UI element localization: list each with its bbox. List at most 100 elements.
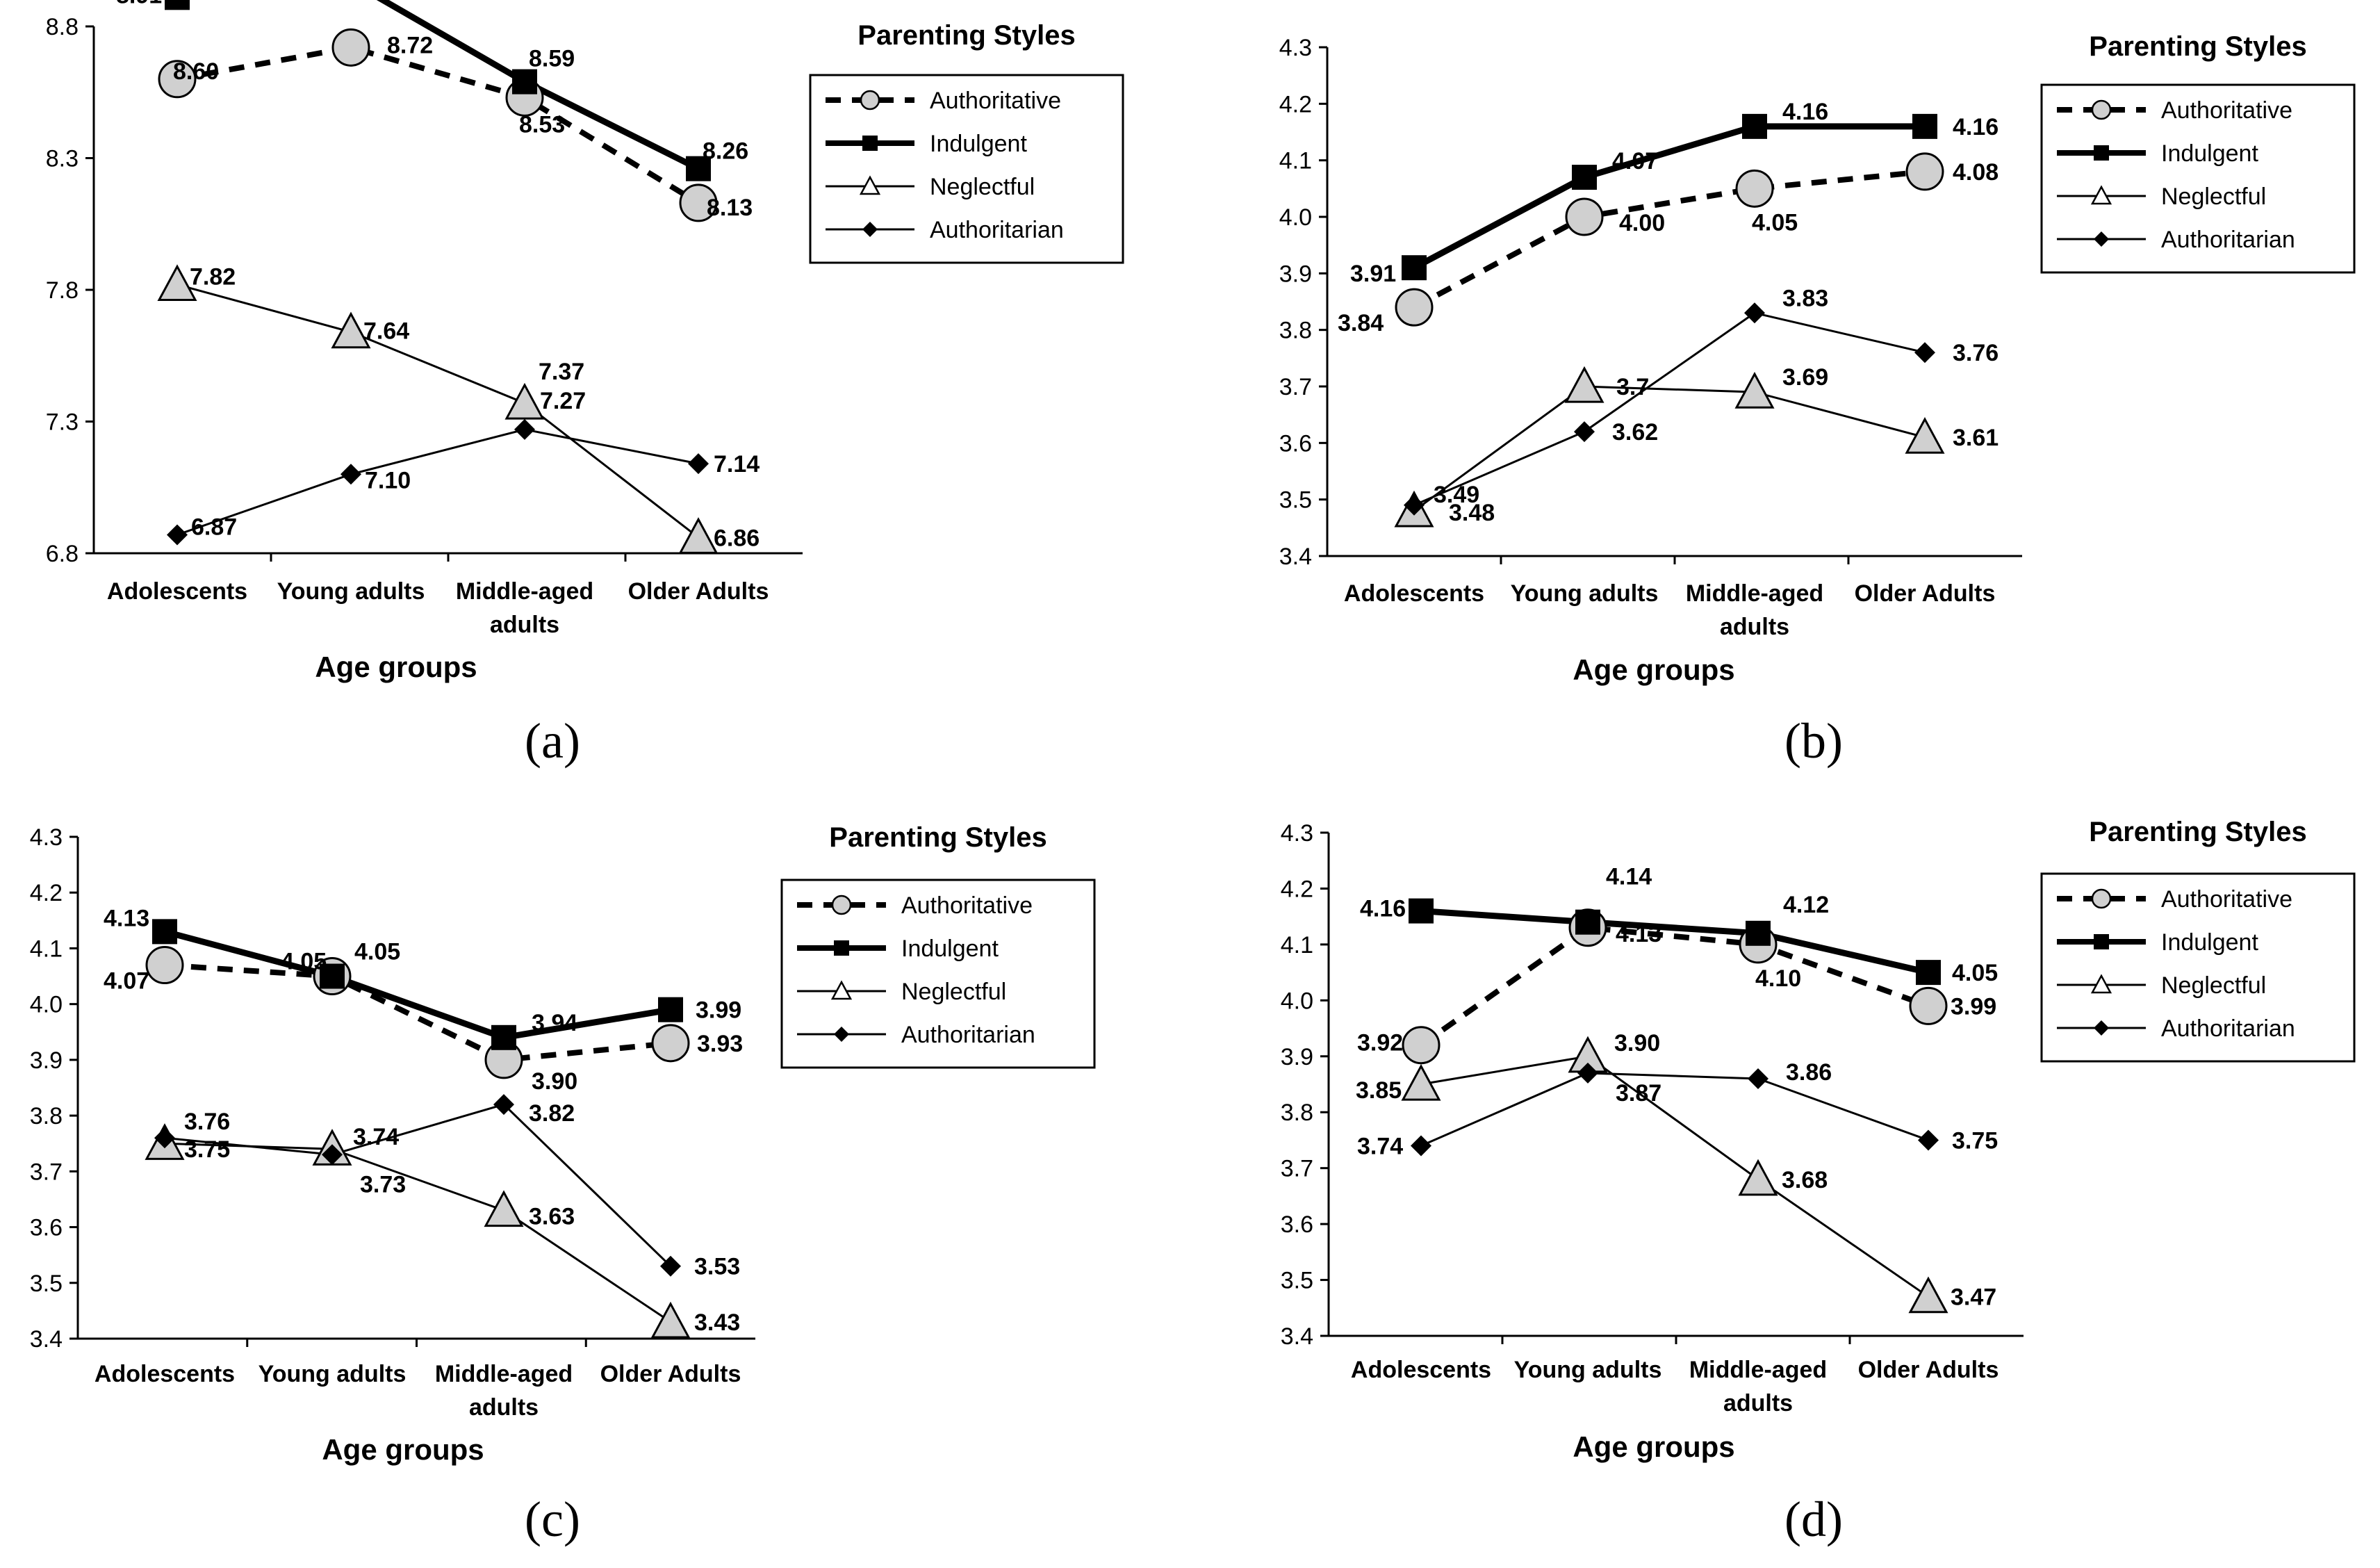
legend-indulgent-icon	[2094, 145, 2109, 161]
neglectful-data-label: 3.61	[1953, 425, 1999, 451]
indulgent-point	[1916, 960, 1941, 986]
legend-indulgent-label: Indulgent	[2161, 140, 2258, 167]
authoritarian-point	[154, 1127, 175, 1149]
indulgent-data-label: 4.14	[1606, 864, 1652, 890]
indulgent-point	[1912, 113, 1937, 139]
legend-title: Parenting Styles	[2089, 817, 2306, 847]
legend-neglectful-icon	[830, 980, 853, 1000]
indulgent-data-label: 4.16	[1953, 114, 1999, 140]
chart-panel-2: 3.4 3.5 3.6 3.7 3.8 3.9 4.0 4.1 4.2 4.3 Adolescent…	[1279, 31, 2356, 769]
authoritarian-point	[493, 1094, 514, 1116]
authoritarian-data-label: 3.74	[1357, 1133, 1403, 1159]
authoritarian-data-label: 3.62	[1612, 419, 1658, 446]
legend-authoritarian-icon	[834, 1027, 849, 1042]
authoritarian-line	[1413, 311, 1926, 507]
authoritative-point	[1735, 169, 1774, 208]
y-tick-label: 3.9	[30, 1047, 63, 1074]
y-tick-label: 4.0	[30, 992, 63, 1018]
indulgent-data-label: 3.99	[696, 997, 741, 1024]
authoritarian-line	[1420, 1072, 1929, 1147]
neglectful-data-label: 7.64	[363, 318, 409, 345]
neglectful-data-label: 3.7	[1616, 374, 1649, 400]
indulgent-point	[1409, 898, 1434, 924]
authoritarian-data-label: 7.14	[714, 451, 760, 477]
x-tick-label: Young adults	[258, 1361, 407, 1387]
x-tick-label: Middle-aged adults	[456, 578, 593, 638]
authoritarian-point	[1577, 1062, 1598, 1084]
legend-authoritative-label: Authoritative	[930, 88, 1061, 114]
authoritative-data-label: 4.13	[1616, 921, 1661, 947]
indulgent-data-label: 4.07	[1612, 148, 1658, 174]
y-tick-label: 3.6	[30, 1215, 63, 1241]
legend-neglectful-label: Neglectful	[2161, 183, 2266, 210]
authoritative-point	[1395, 288, 1434, 327]
x-tick-label: Young adults	[1511, 580, 1659, 607]
legend-authoritarian-label: Authoritarian	[2161, 1015, 2295, 1042]
neglectful-data-label: 3.43	[694, 1309, 740, 1336]
neglectful-data-label: 3.63	[529, 1203, 575, 1230]
indulgent-point	[686, 156, 711, 181]
legend-title: Parenting Styles	[857, 20, 1075, 51]
y-tick-label: 3.5	[30, 1271, 63, 1297]
legend-authoritarian-icon	[862, 222, 878, 237]
neglectful-point	[1734, 371, 1775, 409]
authoritative-point	[1905, 152, 1944, 191]
y-tick-label: 4.2	[30, 880, 63, 906]
y-tick-label: 4.1	[1279, 148, 1312, 174]
indulgent-data-label: 4.16	[1360, 896, 1406, 922]
chart-panel-3: 3.4 3.5 3.6 3.7 3.8 3.9 4.0 4.1 4.2 4.3 Adolescent…	[30, 822, 1096, 1547]
authoritarian-point	[1404, 494, 1425, 516]
indulgent-data-label: 8.26	[703, 138, 748, 165]
indulgent-point	[1572, 165, 1597, 190]
authoritative-line	[1413, 168, 1926, 310]
neglectful-point	[484, 1190, 524, 1227]
indulgent-data-label: 4.16	[1782, 99, 1828, 125]
neglectful-point	[1738, 1159, 1778, 1196]
y-tick-label: 4.3	[1279, 35, 1312, 61]
legend-indulgent-icon	[834, 940, 849, 956]
y-tick-label: 3.5	[1281, 1268, 1313, 1294]
y-tick-label: 8.3	[46, 146, 79, 172]
neglectful-line	[177, 283, 699, 539]
legend-indulgent-label: Indulgent	[901, 936, 999, 962]
x-tick-label: Adolescents	[107, 578, 247, 605]
authoritarian-data-label: 7.10	[365, 467, 411, 493]
x-tick-label: Adolescents	[95, 1361, 235, 1387]
authoritative-data-label: 4.05	[1752, 209, 1798, 236]
panel-label: (b)	[1784, 713, 1843, 769]
y-tick-label: 3.4	[30, 1326, 63, 1353]
indulgent-point	[512, 69, 537, 95]
chart-panel-4: 3.4 3.5 3.6 3.7 3.8 3.9 4.0 4.1 4.2 4.3 Adolescent…	[1281, 817, 2356, 1547]
authoritarian-point	[1574, 421, 1595, 443]
x-axis-title: Age groups	[1573, 653, 1734, 686]
y-tick-label: 8.8	[46, 14, 79, 40]
y-tick-label: 4.2	[1281, 876, 1313, 902]
neglectful-data-label: 3.74	[353, 1124, 399, 1150]
legend-neglectful-label: Neglectful	[901, 979, 1006, 1005]
legend-neglectful-icon	[2090, 974, 2112, 994]
y-tick-label: 3.5	[1279, 487, 1312, 514]
authoritative-data-label: 4.00	[1619, 210, 1665, 236]
indulgent-data-label: 3.91	[1350, 261, 1396, 287]
y-tick-label: 4.1	[1281, 932, 1313, 958]
legend-authoritative-label: Authoritative	[2161, 97, 2292, 124]
authoritarian-point	[340, 464, 361, 485]
legend-authoritative-icon	[860, 90, 880, 111]
indulgent-data-label: 4.05	[281, 949, 327, 975]
x-tick-label: Older Adults	[1855, 580, 1996, 607]
y-tick-label: 3.9	[1279, 261, 1312, 287]
indulgent-point	[1575, 909, 1600, 935]
indulgent-data-label: 3.94	[532, 1010, 577, 1036]
authoritarian-data-label: 3.76	[184, 1109, 230, 1135]
authoritarian-point	[322, 1144, 343, 1166]
legend-authoritarian-icon	[2094, 1020, 2109, 1036]
authoritarian-data-label: 3.49	[1434, 482, 1479, 508]
y-tick-label: 3.4	[1279, 544, 1312, 570]
authoritative-point	[1565, 197, 1604, 236]
y-tick-label: 4.3	[30, 824, 63, 851]
y-tick-label: 4.2	[1279, 91, 1312, 117]
neglectful-point	[331, 311, 371, 349]
authoritative-data-label: 8.13	[707, 195, 753, 221]
legend-indulgent-label: Indulgent	[2161, 929, 2258, 956]
y-tick-label: 7.8	[46, 277, 79, 304]
